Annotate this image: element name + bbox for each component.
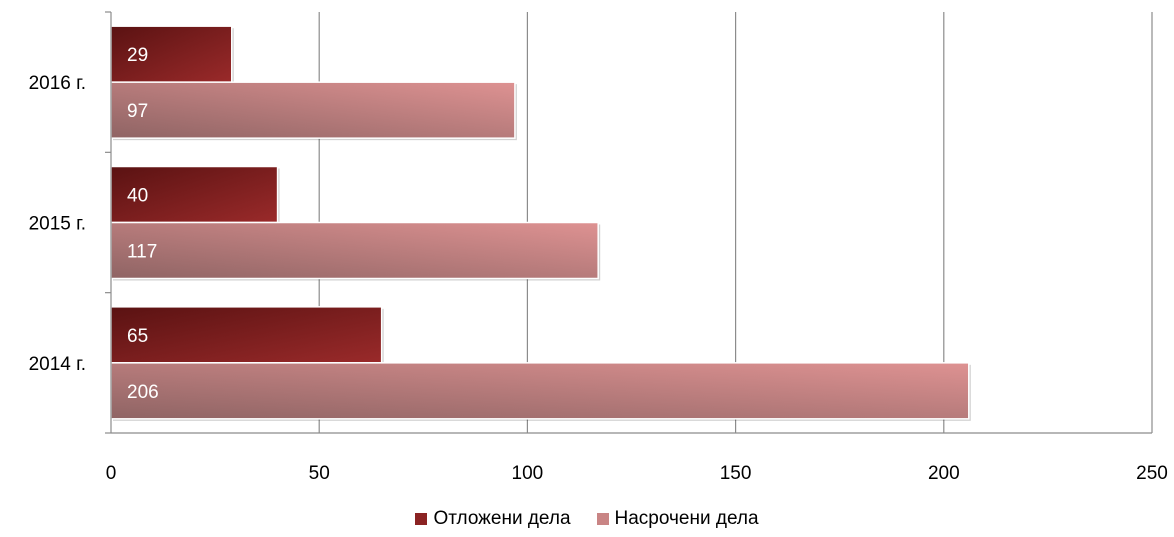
bar-postponed — [110, 306, 383, 364]
category-label: 2015 г. — [29, 214, 86, 235]
data-label: 117 — [127, 242, 157, 263]
x-tick-label: 200 — [928, 463, 960, 484]
category-label: 2014 г. — [29, 354, 86, 375]
labels: 0 50 100 150 200 250 29 97 2016 г. 40 117 2015 г. 65… — [29, 45, 1168, 484]
bar-scheduled — [110, 81, 516, 139]
x-tick-label: 150 — [720, 463, 752, 484]
legend: Отложени дела Насрочени дела — [0, 508, 1174, 530]
legend-swatch — [596, 513, 609, 525]
data-label: 40 — [127, 186, 148, 207]
legend-label: Насрочени дела — [614, 508, 759, 529]
axes — [105, 11, 1152, 434]
data-label: 65 — [127, 326, 148, 347]
bar-scheduled — [110, 221, 599, 280]
legend-item: Насрочени дела — [596, 508, 759, 530]
data-label: 206 — [127, 382, 159, 403]
x-tick-label: 50 — [309, 463, 330, 484]
bars — [110, 25, 971, 421]
x-tick-label: 250 — [1136, 463, 1168, 484]
data-label: 29 — [127, 45, 148, 66]
legend-item: Отложени дела — [415, 508, 571, 530]
x-tick-label: 100 — [512, 463, 544, 484]
x-tick-label: 0 — [106, 463, 117, 484]
bar-scheduled — [110, 362, 970, 420]
legend-label: Отложени дела — [433, 508, 571, 529]
category-label: 2016 г. — [29, 73, 86, 94]
legend-swatch — [415, 513, 428, 525]
data-label: 97 — [127, 101, 148, 122]
